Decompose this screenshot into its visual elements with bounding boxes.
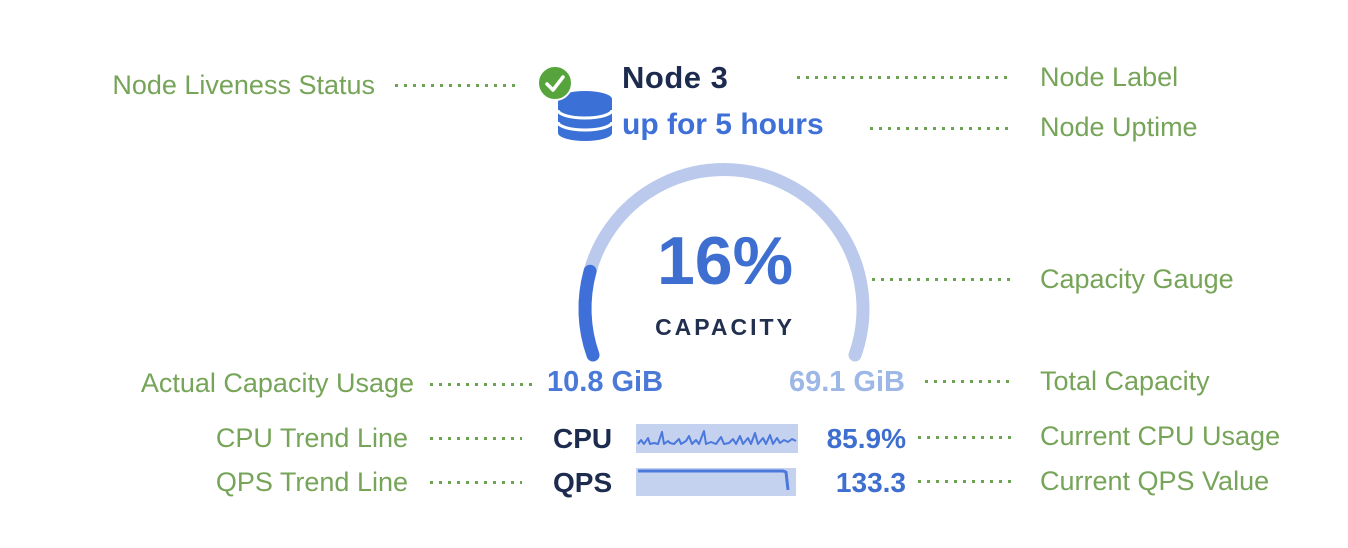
used-capacity-value: 10.8 GiB — [547, 366, 664, 398]
leader-line-cpu-trend — [430, 437, 522, 440]
leader-line-node-liveness — [395, 84, 520, 87]
capacity-caption: CAPACITY — [655, 314, 795, 340]
annotation-current-qps-value: Current QPS Value — [1040, 466, 1270, 496]
capacity-gauge — [578, 163, 870, 362]
annotation-actual-capacity-usage: Actual Capacity Usage — [140, 368, 414, 398]
capacity-percent: 16% — [656, 223, 794, 299]
database-icon — [556, 91, 614, 141]
qps-sparkline — [636, 468, 796, 496]
leader-line-qps-trend — [430, 481, 522, 484]
leader-line-current-qps — [918, 480, 1013, 483]
liveness-check-icon — [537, 65, 573, 101]
leader-line-actual-capacity — [430, 383, 533, 386]
leader-line-current-cpu — [918, 436, 1013, 439]
leader-line-capacity-gauge — [872, 278, 1015, 281]
node-label: Node 3 — [622, 60, 729, 95]
qps-value: 133.3 — [835, 467, 906, 498]
cpu-label: CPU — [553, 423, 613, 454]
qps-label: QPS — [553, 467, 613, 498]
cpu-value: 85.9% — [826, 423, 906, 454]
annotation-cpu-trend-line: CPU Trend Line — [215, 423, 408, 453]
annotation-total-capacity: Total Capacity — [1040, 366, 1210, 396]
annotation-node-label: Node Label — [1040, 62, 1179, 92]
annotation-node-uptime: Node Uptime — [1040, 112, 1198, 142]
leader-line-node-label — [797, 76, 1013, 79]
total-capacity-value: 69.1 GiB — [788, 366, 905, 398]
leader-line-node-uptime — [870, 127, 1013, 130]
annotation-qps-trend-line: QPS Trend Line — [215, 467, 408, 497]
cpu-sparkline — [636, 424, 798, 453]
annotation-current-cpu-usage: Current CPU Usage — [1040, 421, 1281, 451]
gauge-fill-arc — [578, 163, 870, 362]
annotation-node-liveness-status: Node Liveness Status — [112, 70, 375, 100]
leader-line-total-capacity — [925, 380, 1015, 383]
annotation-capacity-gauge: Capacity Gauge — [1040, 264, 1234, 294]
node-uptime: up for 5 hours — [622, 108, 824, 141]
